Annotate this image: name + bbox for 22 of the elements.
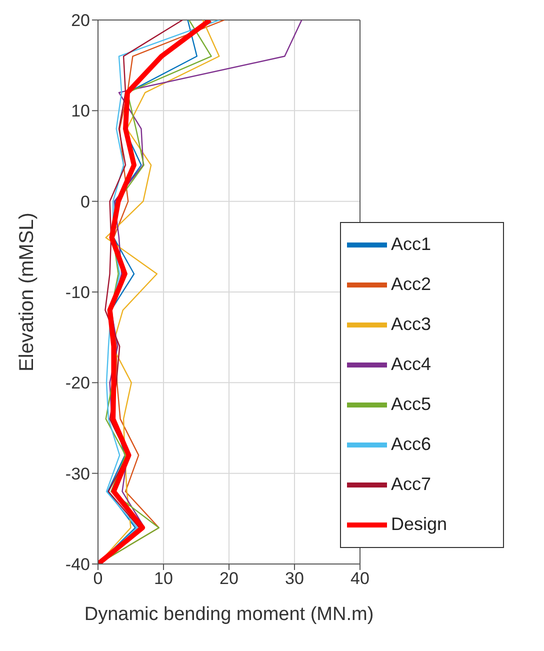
y-tick-label: -40 — [65, 555, 90, 574]
y-axis-title: Elevation (mMSL) — [16, 212, 38, 372]
legend-label: Acc5 — [391, 394, 432, 414]
y-tick-label: 10 — [71, 102, 90, 121]
legend-label: Acc1 — [391, 234, 432, 254]
x-tick-label: 30 — [285, 569, 304, 588]
y-tick-label: -10 — [65, 283, 90, 302]
x-tick-label: 0 — [93, 569, 103, 588]
legend-label: Design — [391, 514, 448, 534]
x-tick-label: 10 — [154, 569, 173, 588]
legend-label: Acc3 — [391, 314, 432, 334]
x-tick-label: 20 — [220, 569, 238, 588]
y-tick-label: -20 — [65, 374, 90, 393]
legend-label: Acc2 — [391, 274, 432, 294]
y-tick-label: 20 — [71, 11, 90, 30]
legend-label: Acc7 — [391, 474, 432, 494]
x-tick-label: 40 — [350, 569, 370, 588]
legend-label: Acc6 — [391, 434, 432, 454]
y-tick-label: 0 — [80, 192, 90, 212]
x-axis-title: Dynamic bending moment (MN.m) — [84, 604, 374, 625]
legend-label: Acc4 — [391, 354, 432, 374]
y-tick-label: -30 — [65, 464, 90, 484]
